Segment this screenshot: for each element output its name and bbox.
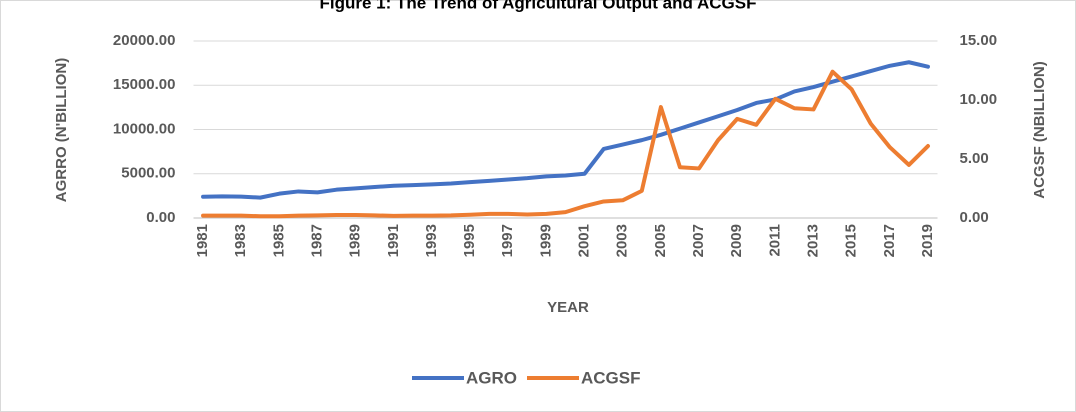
x-tick-label: 1993 [423, 224, 440, 257]
y2-tick-label: 0.00 [960, 209, 989, 226]
y-tick-label: 10000.00 [113, 120, 176, 137]
y2-axis-title: ACGSF (NBILLION) [1031, 61, 1048, 198]
x-tick-label: 2005 [652, 224, 669, 257]
y-tick-label: 20000.00 [113, 32, 176, 49]
x-tick-label: 2013 [804, 224, 821, 257]
x-tick-label: 2011 [766, 224, 783, 257]
x-tick-label: 1991 [385, 224, 402, 257]
series-line [201, 69, 930, 219]
legend-label: AGRO [466, 368, 517, 387]
series-line [201, 60, 930, 200]
x-axis-title: YEAR [547, 299, 589, 316]
chart-title: Figure 1: The Trend of Agricultural Outp… [320, 0, 757, 12]
x-tick-label: 1997 [499, 224, 516, 257]
x-tick-label: 1989 [347, 224, 364, 257]
x-tick-label: 1985 [270, 224, 287, 257]
x-tick-label: 2009 [728, 224, 745, 257]
y2-tick-label: 15.00 [960, 32, 998, 49]
y-tick-label: 0.00 [146, 209, 175, 226]
x-tick-label: 1981 [194, 224, 211, 257]
y-tick-label: 15000.00 [113, 76, 176, 93]
x-tick-label: 2017 [881, 224, 898, 257]
x-tick-label: 1987 [308, 224, 325, 257]
x-tick-label: 2001 [576, 224, 593, 257]
x-tick-label: 2007 [690, 224, 707, 257]
x-tick-label: 2015 [843, 224, 860, 257]
y2-tick-label: 5.00 [960, 150, 989, 167]
y-axis-title: AGRRO (N'BILLION) [53, 58, 70, 202]
y-tick-label: 5000.00 [121, 165, 175, 182]
x-tick-label: 1995 [461, 224, 478, 257]
x-tick-label: 1999 [537, 224, 554, 257]
x-tick-label: 2003 [614, 224, 631, 257]
y2-tick-label: 10.00 [960, 91, 998, 108]
x-tick-label: 1983 [232, 224, 249, 257]
x-tick-label: 2019 [919, 224, 936, 257]
legend-label: ACGSF [581, 368, 641, 387]
